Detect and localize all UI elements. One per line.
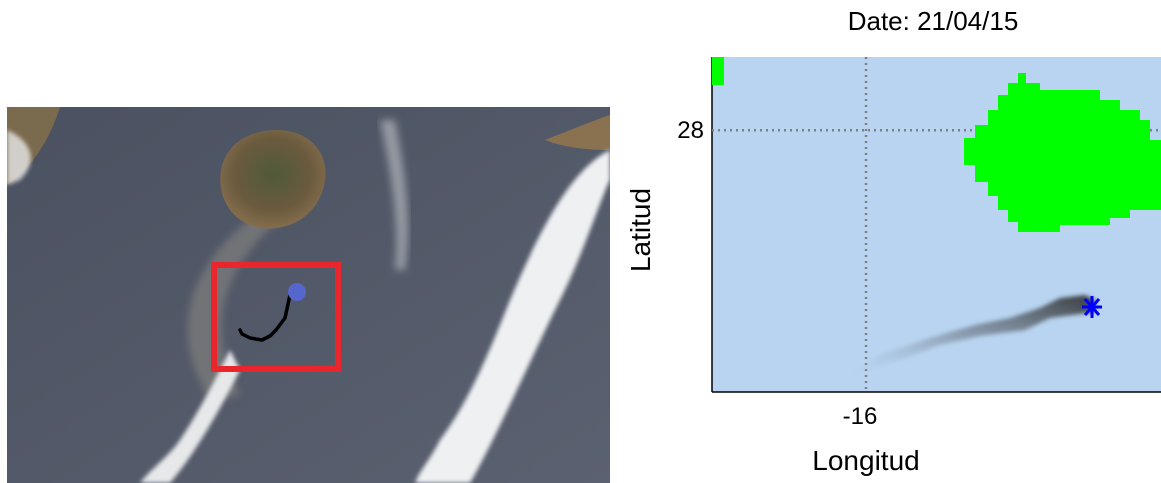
land (964, 73, 1161, 232)
source-marker (1082, 296, 1102, 318)
map-title: Date: 21/04/15 (848, 6, 1019, 36)
y-axis-label: Latitud (625, 188, 656, 272)
plume (840, 295, 1095, 380)
x-axis-label: Longitud (812, 445, 919, 476)
y-tick-label: 28 (677, 117, 704, 144)
land (712, 57, 724, 85)
x-tick-label: -16 (843, 403, 878, 430)
satellite-image (7, 107, 610, 483)
